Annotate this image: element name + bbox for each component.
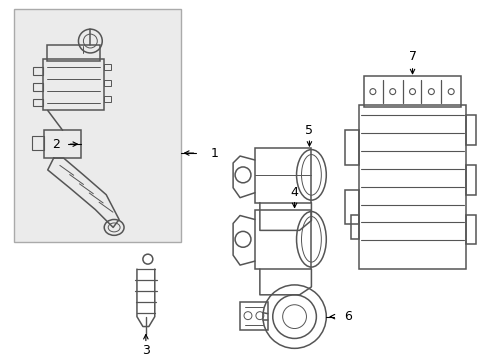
Bar — [33, 99, 43, 107]
Text: 5: 5 — [305, 124, 314, 137]
Bar — [43, 59, 104, 111]
Bar — [104, 80, 111, 86]
Text: 2: 2 — [52, 138, 60, 150]
Bar — [255, 210, 312, 269]
Text: 7: 7 — [409, 50, 416, 63]
Bar — [104, 95, 111, 102]
Text: 3: 3 — [142, 344, 150, 357]
Bar — [351, 215, 359, 239]
Text: 1: 1 — [210, 147, 218, 159]
Bar — [466, 215, 476, 244]
Bar — [255, 148, 312, 203]
Bar — [345, 190, 359, 224]
Bar — [33, 67, 43, 75]
Text: 4: 4 — [291, 186, 298, 199]
Bar — [466, 165, 476, 195]
Bar — [104, 64, 111, 70]
Text: 6: 6 — [344, 310, 352, 323]
Bar — [466, 116, 476, 145]
Bar — [345, 130, 359, 165]
Bar — [47, 45, 100, 61]
Bar — [14, 9, 180, 242]
Bar — [44, 130, 81, 158]
Bar — [32, 136, 44, 150]
Bar — [364, 76, 461, 108]
Bar — [33, 83, 43, 91]
Bar — [240, 302, 268, 329]
Bar — [359, 105, 466, 269]
